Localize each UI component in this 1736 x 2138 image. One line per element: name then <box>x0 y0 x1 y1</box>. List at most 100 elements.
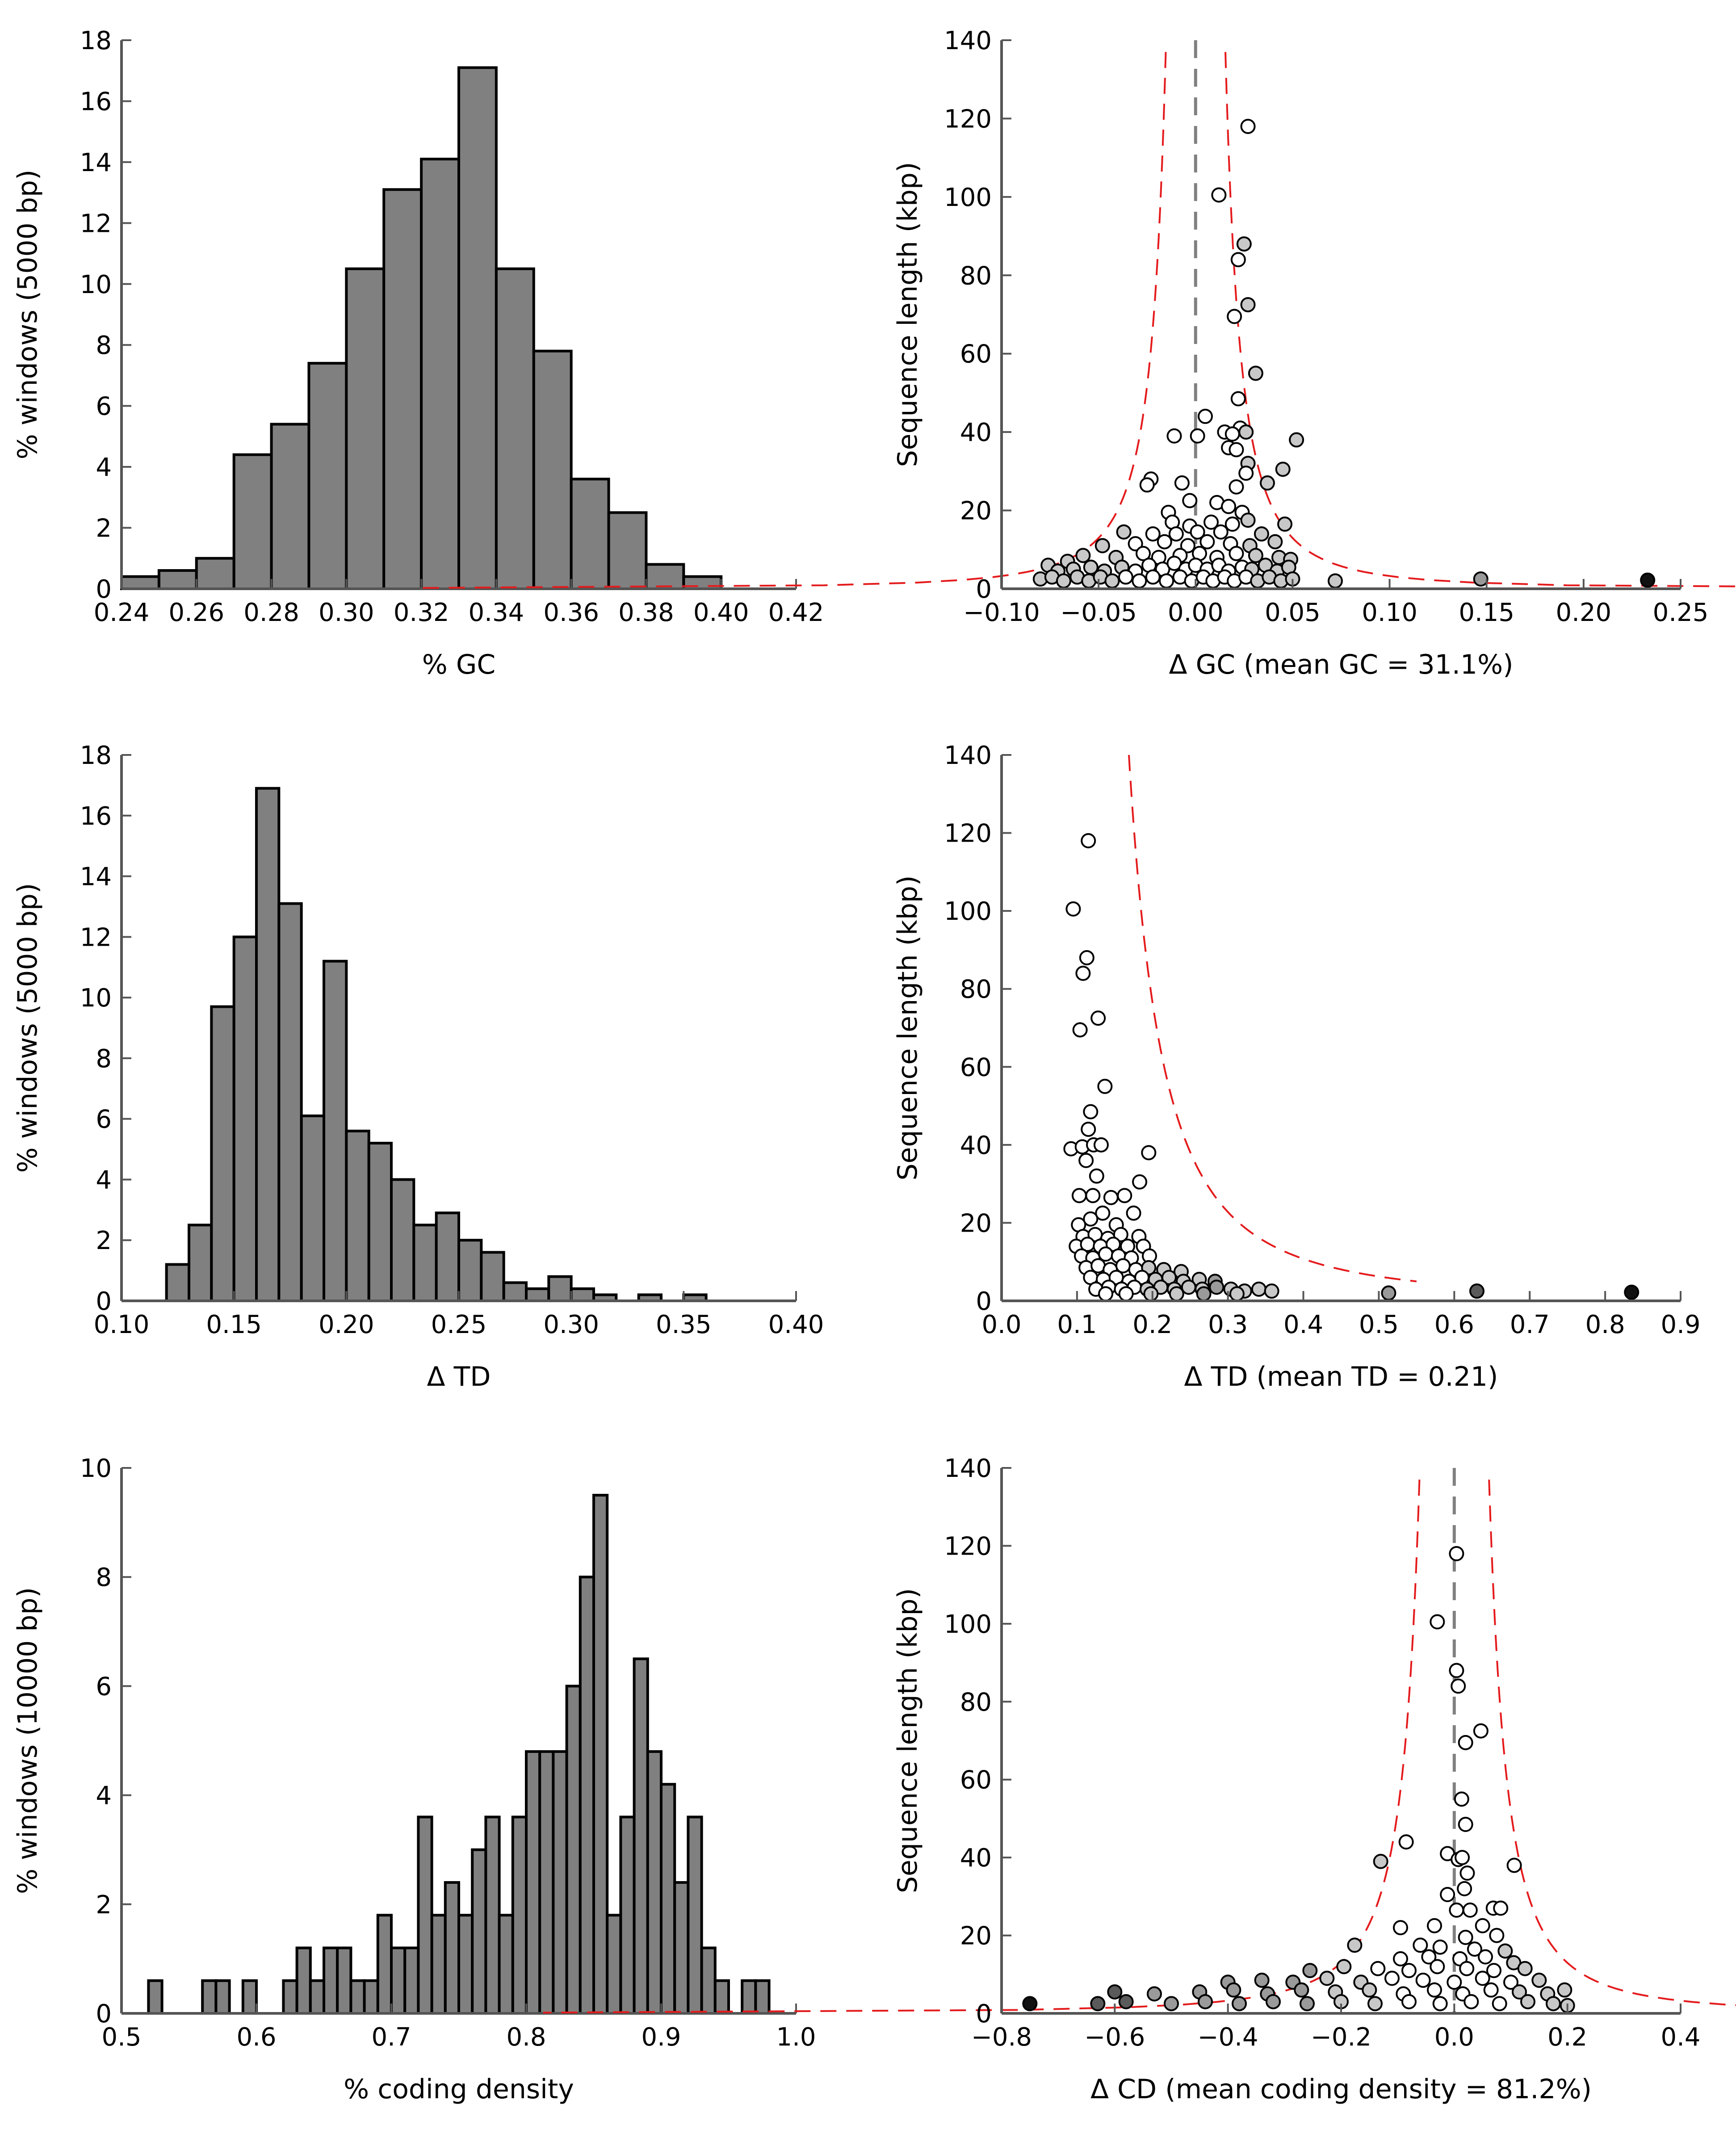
histogram-bar <box>307 362 348 591</box>
histogram-bar <box>376 1914 393 2015</box>
histogram-bar <box>495 267 535 590</box>
x-axis-label: Δ GC (mean GC = 31.1%) <box>1169 649 1513 680</box>
histogram-bar <box>232 935 258 1302</box>
x-tick-label: 0.36 <box>543 598 599 627</box>
y-tick-label: 4 <box>96 1782 112 1811</box>
scatter-point <box>1113 1227 1128 1242</box>
y-tick-label: 120 <box>944 1532 992 1561</box>
x-tick-label: 0.7 <box>1510 1310 1550 1339</box>
histogram-bar <box>345 267 386 590</box>
y-tick-label: 6 <box>96 1105 112 1134</box>
histogram-bar <box>403 1946 420 2015</box>
scatter-point <box>1145 569 1161 585</box>
histogram-bar <box>687 1815 703 2015</box>
x-tick-label: 0.24 <box>94 598 150 627</box>
histogram-bar <box>255 787 281 1302</box>
x-tick-label: 0.3 <box>1208 1310 1248 1339</box>
x-tick-label: 0.9 <box>641 2023 681 2052</box>
x-tick-label: 0.26 <box>168 598 224 627</box>
scatter-point <box>1075 548 1091 563</box>
guide-curve-right <box>1488 1480 1736 2006</box>
scatter-point <box>1327 573 1343 589</box>
x-tick-label: 0.15 <box>206 1310 262 1339</box>
scatter-point <box>1126 1205 1141 1221</box>
x-tick-label: 0.15 <box>1459 598 1514 627</box>
scatter-point <box>1116 524 1132 540</box>
scatter-point <box>1128 536 1143 552</box>
scatter-point <box>1083 1104 1099 1119</box>
scatter-point <box>1381 1285 1396 1301</box>
scatter-point <box>1213 524 1229 540</box>
scatter-point <box>1289 432 1304 448</box>
x-tick-label: 0.5 <box>101 2023 141 2052</box>
scatter-point <box>1483 1982 1499 1998</box>
x-tick-label: 0.0 <box>981 1310 1021 1339</box>
histogram-bar <box>592 1494 609 2015</box>
y-tick-label: 80 <box>960 975 992 1004</box>
scatter-point <box>1475 1918 1490 1933</box>
scatter-point <box>1211 187 1227 203</box>
histogram-bar <box>538 1750 555 2015</box>
histogram-bar <box>607 511 648 591</box>
x-tick-label: −0.2 <box>1311 2023 1371 2052</box>
scatter-point <box>1118 569 1133 585</box>
scatter-point <box>1203 514 1219 530</box>
scatter-point <box>1147 1986 1162 2002</box>
y-tick-label: 100 <box>944 1610 992 1639</box>
scatter-point <box>1174 475 1190 491</box>
guide-curve <box>1128 755 1417 1283</box>
scatter-point <box>1095 1205 1111 1221</box>
histogram-bar <box>336 1946 352 2015</box>
x-tick-label: 0.8 <box>506 2023 546 2052</box>
scatter-point <box>1157 534 1172 549</box>
histogram-bar <box>417 1815 433 2015</box>
x-tick-label: −0.05 <box>1060 598 1137 627</box>
x-tick-label: 0.38 <box>618 598 674 627</box>
y-tick-label: 6 <box>96 1672 112 1701</box>
scatter-point <box>1164 1996 1179 2012</box>
histogram-bar <box>673 1881 690 2015</box>
y-tick-label: 8 <box>96 1044 112 1073</box>
scatter-point <box>1072 1022 1088 1038</box>
histogram-bar <box>232 453 273 590</box>
histogram-bar <box>430 1914 447 2015</box>
scatter-point <box>1236 236 1252 252</box>
scatter-point <box>1226 1982 1241 1998</box>
scatter-point <box>1182 493 1198 508</box>
x-tick-label: 0.25 <box>1653 598 1709 627</box>
histogram-bar <box>525 1750 541 2015</box>
y-tick-label: 12 <box>80 209 112 238</box>
y-tick-label: 40 <box>960 1131 992 1160</box>
x-tick-label: 0.40 <box>768 1310 824 1339</box>
histogram-bar <box>484 1815 501 2015</box>
histogram-bar <box>547 1275 573 1303</box>
y-tick-label: 2 <box>96 1226 112 1255</box>
x-tick-label: 0.4 <box>1661 2023 1700 2052</box>
x-tick-label: 0.40 <box>693 598 749 627</box>
y-tick-label: 140 <box>944 26 992 55</box>
scatter-point <box>1209 1279 1224 1295</box>
y-tick-label: 20 <box>960 1209 992 1238</box>
scatter-point <box>1457 1881 1472 1896</box>
scatter-point <box>1447 1975 1462 1990</box>
x-tick-label: 0.6 <box>1434 1310 1474 1339</box>
histogram-bar <box>282 1979 298 2015</box>
scatter-point <box>1497 1943 1513 1959</box>
scatter-point <box>1478 1949 1493 1965</box>
scatter-point <box>1459 1866 1475 1881</box>
histogram-bar <box>300 1114 326 1302</box>
scatter-point <box>1531 1972 1547 1988</box>
scatter-point <box>1459 1961 1475 1976</box>
x-tick-label: 0.05 <box>1265 598 1321 627</box>
scatter-point <box>1546 1996 1561 2012</box>
scatter-point <box>1065 901 1081 917</box>
scatter-point <box>1475 1970 1490 1986</box>
scatter-point <box>1430 1959 1445 1975</box>
scatter-point <box>1229 546 1244 562</box>
y-tick-label: 140 <box>944 741 992 770</box>
panel-coding-density-histogram: 0.5 0.6 0.7 0.8 0.9 1.0 0 2 4 6 8 10 % coding densit… <box>12 1454 816 2105</box>
histogram-bar <box>210 1005 235 1302</box>
x-tick-label: 0.1 <box>1057 1310 1097 1339</box>
scatter-point <box>1449 1546 1464 1561</box>
scatter-point <box>1117 1188 1132 1203</box>
